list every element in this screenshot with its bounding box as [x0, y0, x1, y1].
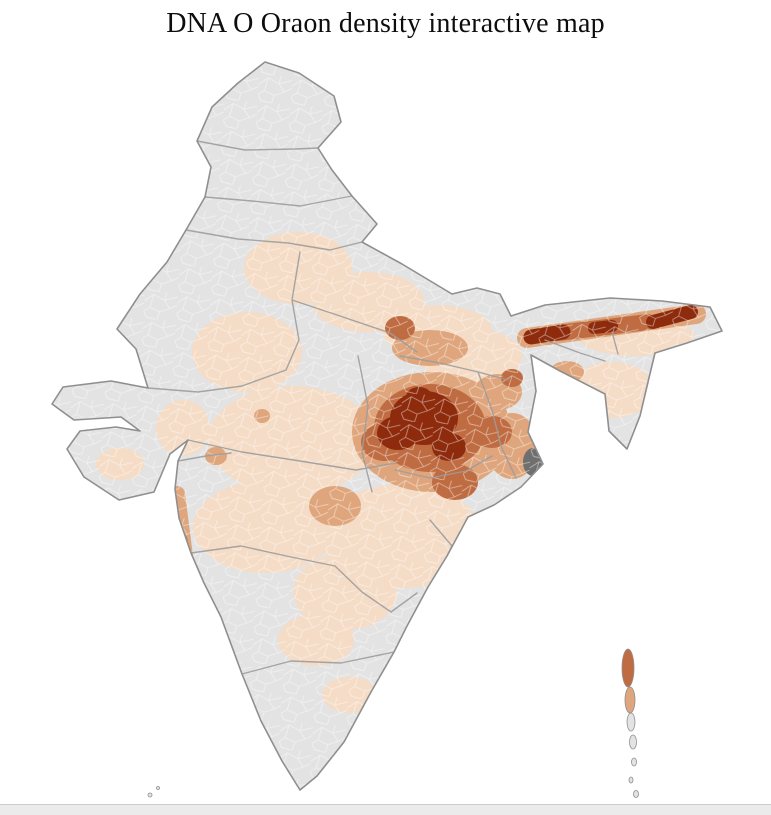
island-great-nicobar[interactable] — [633, 790, 639, 798]
island-lakshadweep-1[interactable] — [147, 792, 153, 798]
island-andaman-north[interactable] — [621, 648, 635, 688]
bottom-bar — [0, 804, 771, 815]
page-title: DNA O Oraon density interactive map — [166, 8, 605, 39]
island-little-andaman[interactable] — [629, 734, 637, 750]
island-andaman-south[interactable] — [626, 712, 636, 732]
island-lakshadweep-2[interactable] — [156, 786, 160, 790]
island-nicobar-small[interactable] — [628, 776, 634, 784]
island-andaman-middle[interactable] — [624, 686, 636, 714]
islands-layer — [147, 648, 639, 798]
island-car-nicobar[interactable] — [631, 757, 637, 767]
